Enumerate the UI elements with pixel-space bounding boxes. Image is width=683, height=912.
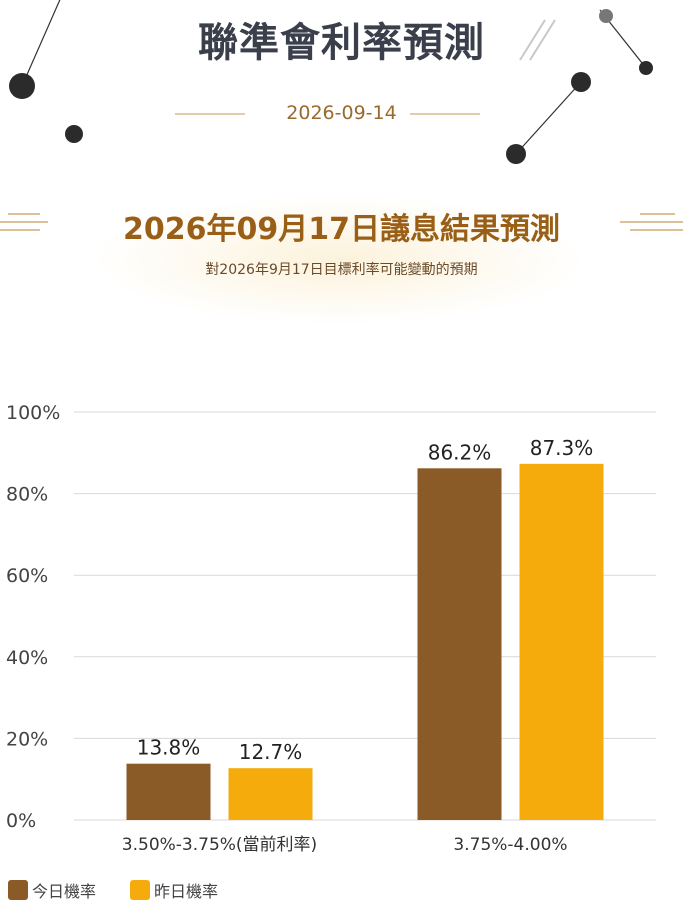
y-tick-label: 40% [6, 647, 48, 669]
decoration-dot [639, 61, 653, 75]
chart-legend: 今日機率 昨日機率 [8, 878, 218, 902]
page-title: 聯準會利率預測 [198, 20, 485, 66]
legend-item-today: 今日機率 [8, 878, 96, 902]
legend-label-today: 今日機率 [32, 882, 97, 901]
decoration-dot [9, 73, 35, 99]
header-decoration [0, 0, 683, 231]
y-tick-label: 80% [6, 484, 48, 506]
bar [126, 763, 211, 820]
date-label: 2026-09-14 [286, 102, 397, 124]
forecast-caption: 對2026年9月17日目標利率可能變動的預期 [205, 262, 478, 278]
data-label: 86.2% [428, 440, 492, 464]
legend-swatch-today [8, 880, 28, 900]
x-category-label: 3.50%-3.75%(當前利率) [122, 835, 317, 855]
forecast-title: 2026年09月17日議息結果預測 [123, 212, 560, 247]
x-category-label: 3.75%-4.00% [453, 835, 567, 855]
title-glow [90, 195, 590, 325]
data-label: 87.3% [530, 436, 594, 460]
bar [228, 768, 313, 820]
decoration-dot [599, 9, 613, 23]
legend-label-yesterday: 昨日機率 [154, 882, 219, 901]
y-tick-label: 100% [6, 402, 60, 424]
y-tick-label: 60% [6, 565, 48, 587]
decoration-dot [506, 144, 526, 164]
probability-bar-chart: 0% 20% 40% 60% 80% 100% 13.8% 12.7% 3.50%-3.75%(… [6, 402, 656, 855]
legend-item-yesterday: 昨日機率 [130, 878, 218, 902]
data-label: 12.7% [239, 740, 303, 764]
legend-swatch-yesterday [130, 880, 151, 900]
bar [417, 468, 502, 820]
decoration-dot [571, 72, 591, 92]
data-label: 13.8% [137, 736, 201, 760]
y-tick-label: 20% [6, 728, 48, 750]
y-tick-label: 0% [6, 810, 36, 832]
bar [519, 463, 604, 820]
decoration-dot [65, 125, 83, 143]
